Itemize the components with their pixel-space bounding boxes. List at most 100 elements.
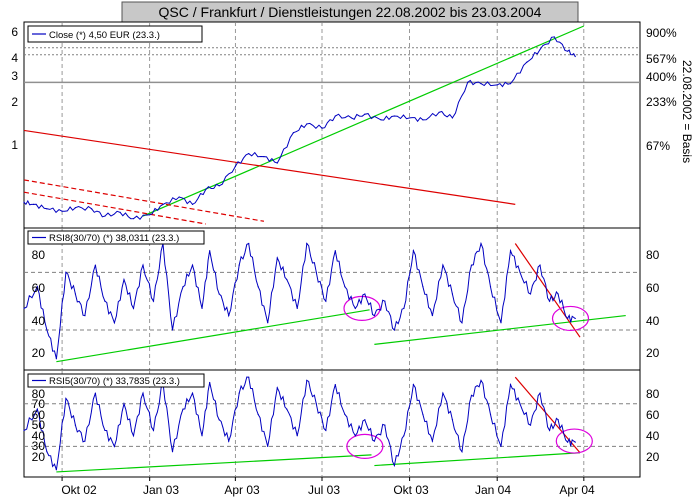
rsi5-point (567, 441, 569, 443)
rsi5-point (182, 408, 184, 410)
price-right-tick: 233% (646, 95, 677, 109)
rsi8-point (238, 264, 240, 266)
rsi8-point (182, 286, 184, 288)
price-point (132, 218, 135, 220)
rsi8-point (152, 300, 155, 302)
rsi8-point (557, 293, 559, 295)
rsi5-point (500, 445, 502, 447)
price-point (451, 117, 454, 119)
rsi5-point (470, 394, 473, 396)
rsi5-point (238, 392, 240, 394)
support-trendline (56, 454, 372, 473)
price-point (480, 83, 482, 85)
rsi5-point (201, 435, 203, 437)
rsi5-point (315, 403, 317, 405)
rsi5-series (23, 376, 576, 471)
rsi8-point (123, 278, 125, 281)
rsi5-point (480, 379, 482, 381)
rsi5-point (74, 424, 77, 426)
rsi5-point (384, 424, 386, 426)
rsi5-y-ticks: 80 70 60 50 40 30 20 80 60 40 20 (32, 387, 660, 464)
rsi5-panel-frame (23, 369, 641, 478)
rsi8-point (442, 264, 444, 266)
rsi5-right-tick: 40 (646, 429, 660, 443)
rsi8-point (393, 329, 395, 331)
rsi5-point (431, 440, 434, 442)
rsi5-point (276, 387, 278, 389)
rsi5-right-tick: 60 (646, 408, 660, 422)
rsi8-point (306, 242, 308, 245)
rsi5-line (23, 376, 576, 470)
rsi5-point (132, 435, 135, 437)
rsi8-point (94, 264, 97, 266)
rsi8-point (403, 307, 405, 309)
rsi8-legend: RSI8(30/70) (*) 38,0311 (23.3.) (27, 230, 205, 245)
rsi8-point (248, 242, 250, 245)
rsi8-point (104, 300, 106, 302)
rsi5-left-tick: 60 (32, 408, 46, 422)
rsi5-point (142, 392, 144, 394)
rsi8-point (286, 278, 288, 281)
rsi5-point (354, 435, 356, 437)
resistance-trendline (23, 129, 516, 205)
rsi5-point (228, 440, 230, 442)
price-point (218, 185, 220, 187)
rsi8-point (422, 286, 424, 288)
rsi5-point (306, 379, 308, 381)
rsi5-point (364, 419, 366, 421)
rsi5-point (412, 384, 415, 386)
rsi5-point (23, 429, 25, 432)
rsi8-point (500, 322, 502, 324)
price-left-tick: 2 (11, 95, 18, 109)
price-point (350, 117, 353, 119)
chart-title-box: QSC / Frankfurt / Dienstleistungen 22.08… (121, 1, 579, 23)
price-left-tick: 6 (11, 25, 18, 39)
price-right-tick: 400% (646, 70, 677, 84)
price-point (104, 215, 106, 217)
resistance-trendline (23, 179, 265, 222)
rsi8-point (257, 286, 259, 288)
price-point (23, 201, 25, 203)
rsi5-point (191, 392, 194, 394)
rsi5-legend-text: RSI5(30/70) (*) 33,7835 (23.3.) (49, 376, 180, 387)
rsi5-point (257, 413, 259, 416)
rsi5-point (296, 435, 298, 437)
price-point (248, 152, 250, 155)
price-right-tick: 67% (646, 139, 670, 153)
rsi5-point (548, 429, 551, 432)
rsi5-point (65, 397, 67, 400)
price-series (23, 36, 576, 221)
price-point (422, 119, 424, 121)
rsi5-point (218, 419, 220, 421)
price-point (191, 203, 194, 205)
rsi5-point (539, 392, 541, 394)
price-point (119, 211, 121, 213)
rsi5-point (325, 429, 327, 432)
rsi5-point (574, 441, 576, 443)
rsi8-point (519, 271, 521, 273)
rsi8-left-tick: 20 (32, 346, 46, 360)
rsi8-left-tick: 40 (32, 314, 46, 328)
rsi8-trendlines (56, 243, 626, 363)
rsi5-point (94, 392, 97, 394)
price-point (90, 208, 93, 210)
rsi8-point (84, 314, 86, 317)
highlight-circle (343, 295, 381, 321)
price-panel-frame (23, 21, 641, 229)
rsi8-point (142, 264, 144, 266)
price-point (162, 203, 164, 205)
price-left-tick: 1 (11, 138, 18, 152)
rsi8-point (296, 307, 298, 309)
price-right-tick: 567% (646, 52, 677, 66)
price-point (380, 119, 382, 121)
rsi5-left-tick: 30 (32, 439, 46, 453)
rsi8-point (480, 242, 482, 245)
x-tick-label: Jan 04 (475, 483, 511, 497)
rsi5-left-tick: 50 (32, 418, 46, 432)
rsi5-point (334, 384, 336, 386)
rsi8-point (539, 264, 541, 266)
rsi5-right-tick: 20 (646, 450, 660, 464)
price-gridlines (24, 22, 640, 228)
price-point (408, 117, 411, 119)
rsi8-point (36, 286, 38, 288)
